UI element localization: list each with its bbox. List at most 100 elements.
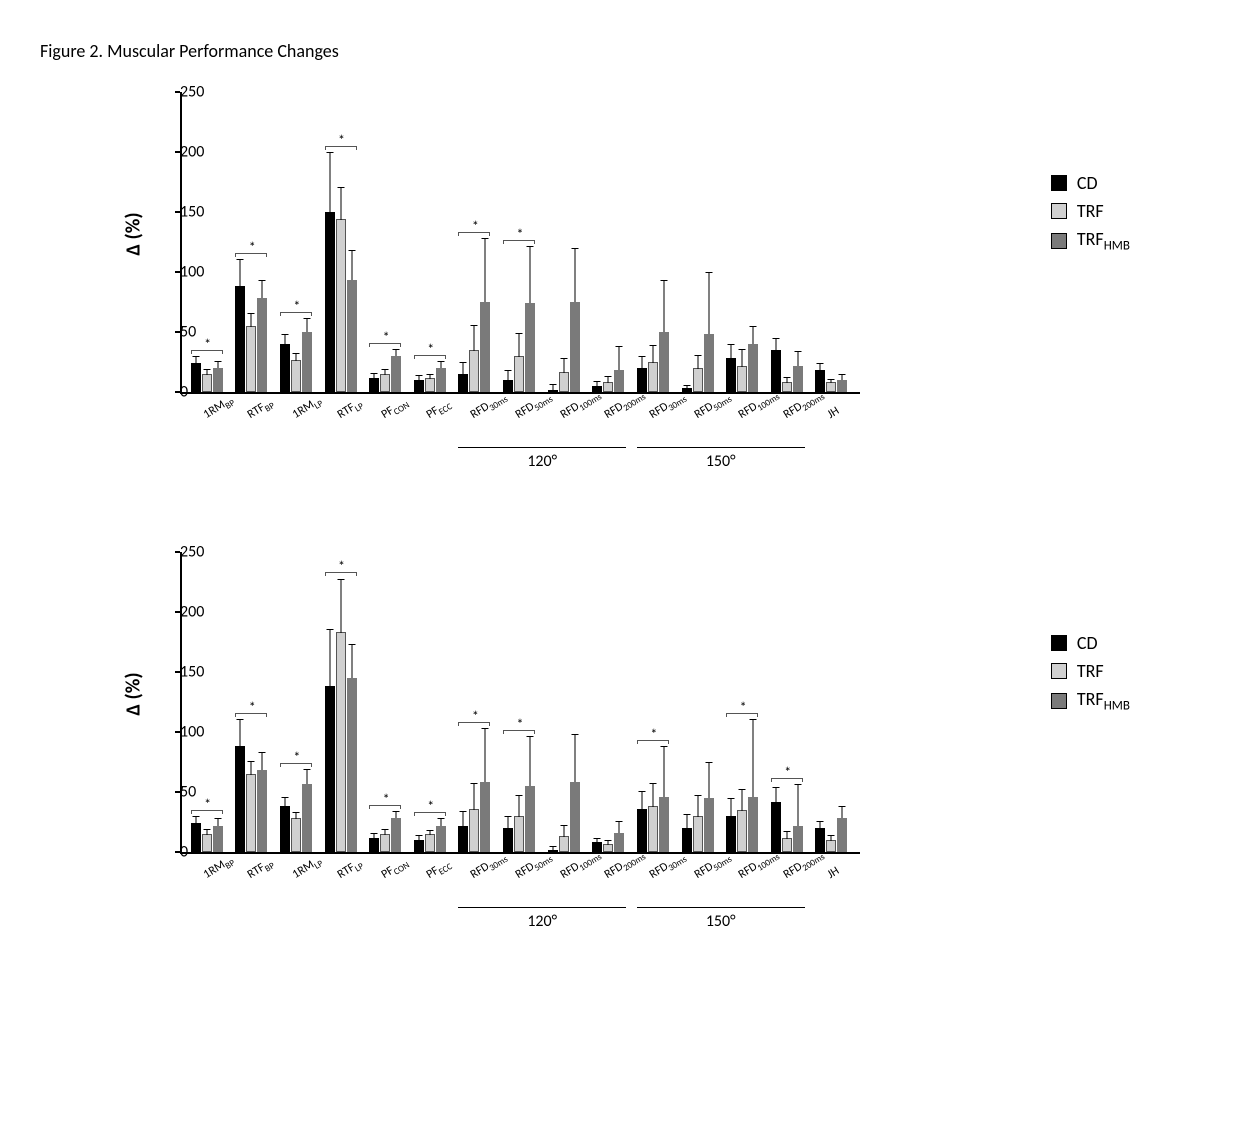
- bar-trfhmb: [570, 782, 580, 852]
- bar-cd: [458, 374, 468, 392]
- bar-trf: [782, 382, 792, 392]
- bar-trfhmb: [436, 368, 446, 392]
- bar-group: [815, 818, 847, 852]
- bar-cd: [771, 802, 781, 852]
- bar-cd: [235, 746, 245, 852]
- significance-star: *: [458, 218, 492, 235]
- bar-trfhmb: [793, 826, 803, 852]
- bar-trfhmb: [704, 334, 714, 392]
- section-label-120: 120°: [527, 452, 557, 471]
- bar-cd: [548, 390, 558, 392]
- bar-trfhmb: [837, 818, 847, 852]
- legend-swatch: [1051, 635, 1067, 651]
- bar-group: [325, 632, 357, 852]
- bar-trfhmb: [302, 784, 312, 852]
- bar-group: [191, 363, 223, 392]
- significance-star: *: [235, 699, 269, 716]
- bar-cd: [458, 826, 468, 852]
- section-label-120: 120°: [527, 912, 557, 931]
- significance-star: *: [325, 558, 359, 575]
- bar-group: [235, 286, 267, 392]
- bar-group: [325, 212, 357, 392]
- x-tick-label: RFD50ms: [513, 849, 555, 884]
- bar-trfhmb: [614, 370, 624, 392]
- bar-cd: [548, 850, 558, 852]
- bar-trfhmb: [659, 797, 669, 852]
- bar-cd: [325, 686, 335, 852]
- bar-trf: [336, 219, 346, 392]
- x-tick-label: JH: [825, 404, 842, 422]
- bar-trfhmb: [748, 344, 758, 392]
- significance-star: *: [280, 749, 314, 766]
- bar-trf: [202, 834, 212, 852]
- bar-trf: [737, 810, 747, 852]
- bar-trf: [648, 806, 658, 852]
- bar-cd: [414, 380, 424, 392]
- legend-trf: TRF: [1051, 660, 1130, 682]
- bar-group: [414, 826, 446, 852]
- bar-trf: [826, 382, 836, 392]
- bar-trfhmb: [436, 826, 446, 852]
- y-axis-label: Δ (%): [122, 672, 146, 715]
- bar-trfhmb: [480, 782, 490, 852]
- bar-trfhmb: [213, 826, 223, 852]
- x-tick-label: RFD30ms: [647, 849, 689, 884]
- bar-cd: [235, 286, 245, 392]
- bar-cd: [637, 809, 647, 852]
- legend-swatch: [1051, 203, 1067, 219]
- bar-trf: [246, 326, 256, 392]
- bar-trf: [737, 366, 747, 392]
- bar-group: [369, 818, 401, 852]
- bar-group: [682, 334, 714, 392]
- x-tick-label: PFECC: [424, 856, 454, 883]
- legend-cd: CD: [1051, 632, 1130, 654]
- bar-trf: [469, 809, 479, 852]
- bar-group: [548, 782, 580, 852]
- y-axis-label: Δ (%): [122, 212, 146, 255]
- bar-group: [280, 332, 312, 392]
- bar-group: [414, 368, 446, 392]
- bar-group: [682, 798, 714, 852]
- bar-cd: [682, 828, 692, 852]
- bar-trf: [380, 374, 390, 392]
- bar-trfhmb: [525, 303, 535, 392]
- x-tick-label: 1RMBP: [201, 853, 237, 884]
- bar-group: [726, 344, 758, 392]
- bar-trfhmb: [347, 280, 357, 392]
- bar-trfhmb: [570, 302, 580, 392]
- bar-trf: [246, 774, 256, 852]
- bar-group: [637, 797, 669, 852]
- x-tick-label: RTFLP: [335, 396, 366, 424]
- significance-star: *: [369, 329, 403, 346]
- bar-group: [771, 802, 803, 852]
- bar-cd: [503, 380, 513, 392]
- bar-trf: [826, 840, 836, 852]
- bar-group: [280, 784, 312, 852]
- bar-trf: [291, 360, 301, 392]
- significance-star: *: [414, 798, 448, 815]
- bar-trfhmb: [480, 302, 490, 392]
- bar-cd: [726, 816, 736, 852]
- x-tick-label: RFD30ms: [468, 389, 510, 424]
- significance-star: *: [458, 708, 492, 725]
- bar-trfhmb: [748, 797, 758, 852]
- significance-star: *: [637, 726, 671, 743]
- bar-trfhmb: [257, 770, 267, 852]
- bar-trfhmb: [525, 786, 535, 852]
- x-tick-label: 1RMLP: [290, 393, 325, 423]
- significance-star: *: [369, 791, 403, 808]
- bar-cd: [280, 806, 290, 852]
- figure-title: Figure 2. Muscular Performance Changes: [40, 40, 1200, 62]
- bar-cd: [369, 378, 379, 392]
- chart-panel-bottom: Δ (%)0501001502002501RMBP*RTFBP*1RMLP*RT…: [100, 532, 1000, 932]
- bar-trfhmb: [302, 332, 312, 392]
- bar-cd: [503, 828, 513, 852]
- bar-trf: [336, 632, 346, 852]
- bar-cd: [280, 344, 290, 392]
- bar-trf: [291, 818, 301, 852]
- bar-group: [726, 797, 758, 852]
- x-tick-label: RFD50ms: [692, 389, 734, 424]
- significance-star: *: [503, 226, 537, 243]
- bar-trf: [603, 382, 613, 392]
- bar-group: [369, 356, 401, 392]
